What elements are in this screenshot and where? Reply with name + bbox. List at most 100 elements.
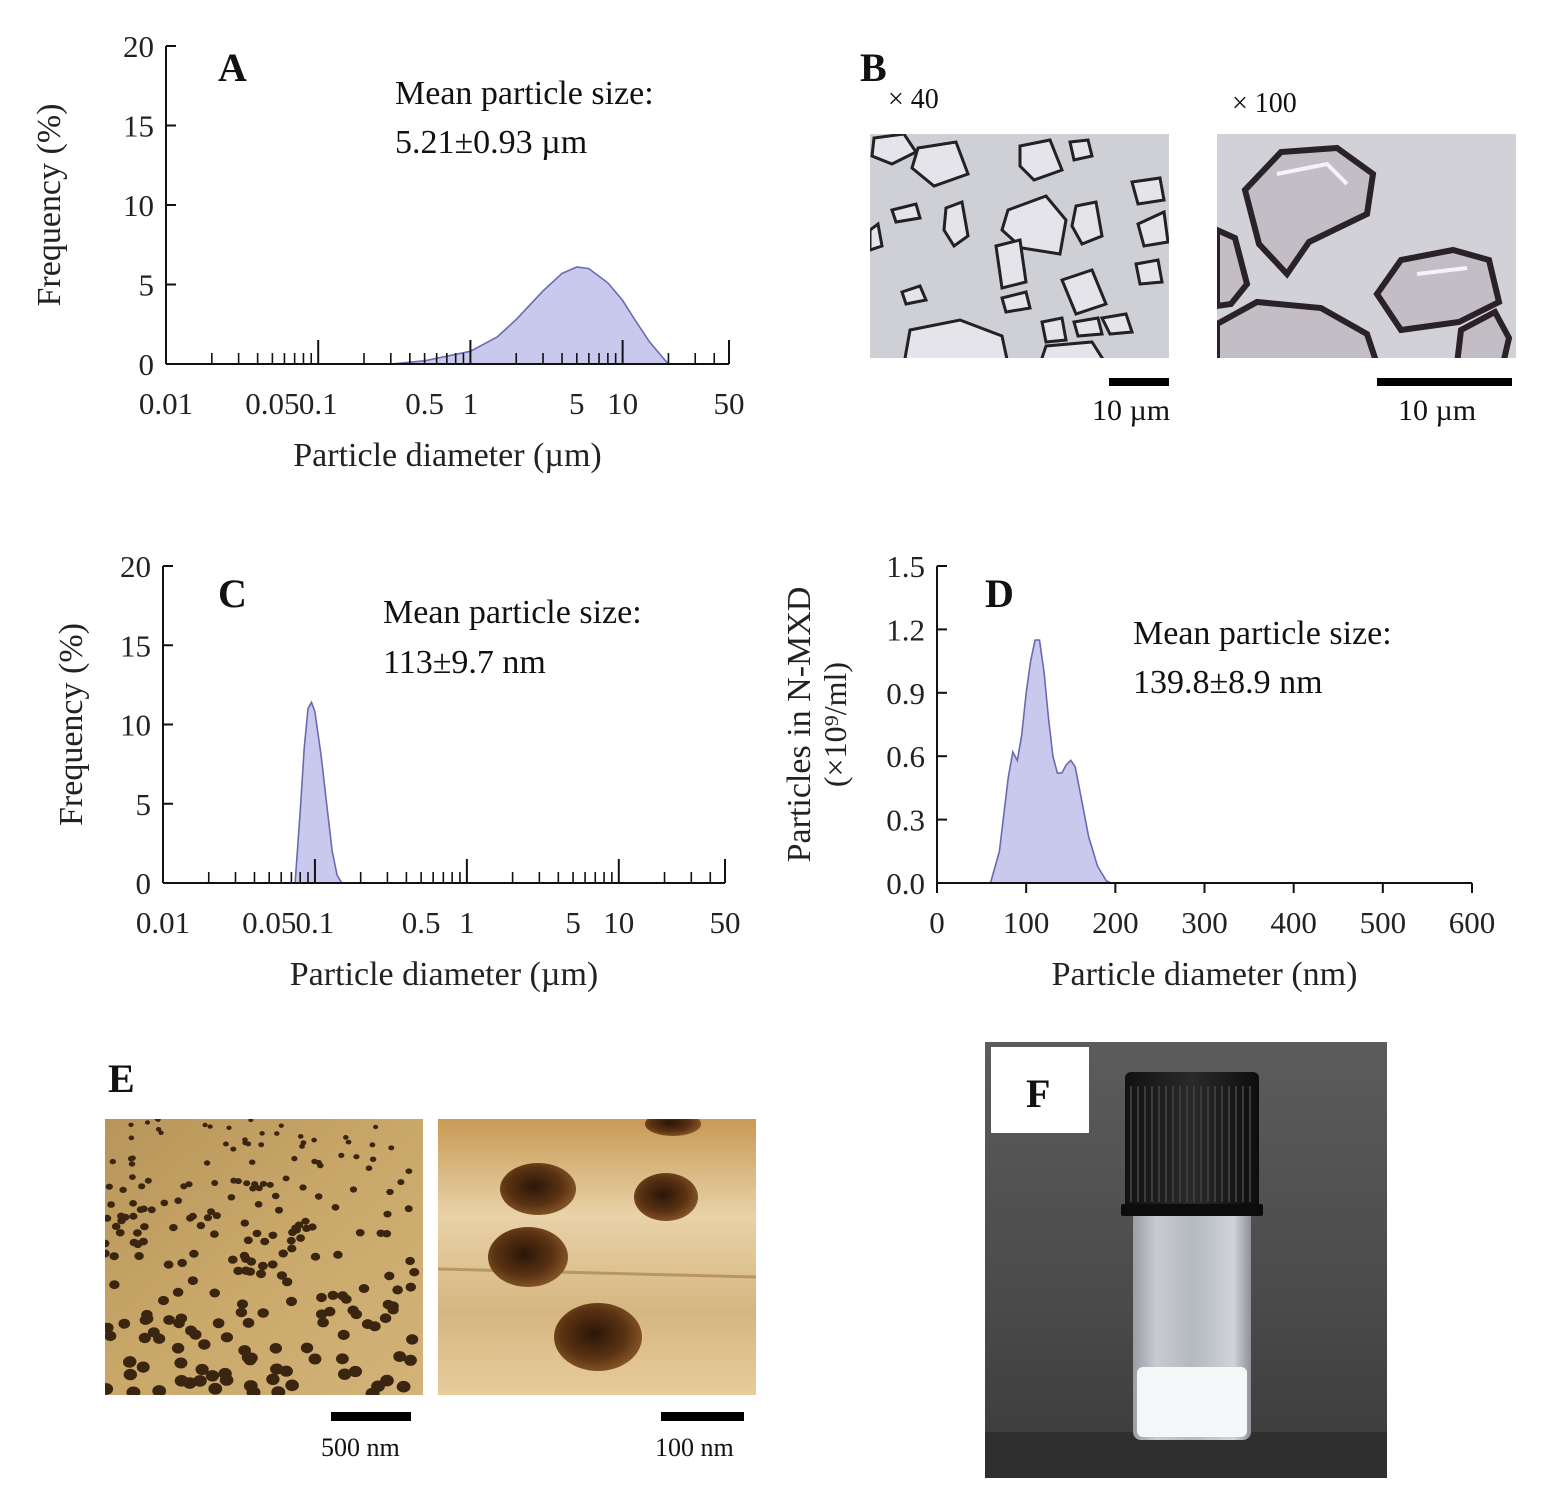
afm-particle xyxy=(254,1201,263,1208)
afm-particle xyxy=(128,1161,136,1167)
afm-particle xyxy=(259,1180,268,1187)
afm-particle xyxy=(299,1143,305,1149)
afm-particle xyxy=(127,1156,135,1162)
afm-particle xyxy=(345,1139,352,1145)
afm-particle xyxy=(258,1142,265,1148)
vial-photo xyxy=(985,1042,1387,1478)
x-tick-label: 600 xyxy=(1449,905,1496,940)
afm-particle xyxy=(227,1194,236,1201)
afm-particle xyxy=(128,1122,134,1127)
y-tick-label: 0.3 xyxy=(886,803,925,838)
annotation-d-line1: Mean particle size: xyxy=(1133,615,1392,652)
afm-particle xyxy=(409,1268,420,1277)
afm-particle xyxy=(129,1238,139,1247)
afm-particle xyxy=(276,1271,287,1280)
afm-particle xyxy=(123,1368,137,1381)
afm-particle xyxy=(256,1269,266,1279)
scale-label-e-left: 500 nm xyxy=(321,1433,400,1462)
afm-particle xyxy=(338,1368,352,1380)
afm-particle xyxy=(317,1162,324,1169)
afm-particle xyxy=(338,1152,345,1158)
afm-particle xyxy=(105,1214,112,1222)
afm-particle xyxy=(257,1308,269,1318)
panel-label-e: E xyxy=(108,1056,135,1101)
afm-particle xyxy=(314,1193,323,1200)
afm-particle xyxy=(286,1296,297,1307)
afm-particle xyxy=(117,1212,126,1220)
annotation-a-line2: 5.21±0.93 µm xyxy=(395,124,588,161)
afm-particle xyxy=(237,1299,248,1309)
magnification-left: × 40 xyxy=(888,84,939,115)
afm-particle xyxy=(105,1383,114,1395)
afm-particle xyxy=(105,1239,110,1248)
afm-particle xyxy=(255,1185,263,1192)
annotation-d-line2: 139.8±8.9 nm xyxy=(1133,664,1323,701)
afm-particle xyxy=(296,1234,305,1242)
afm-particle xyxy=(123,1356,136,1368)
afm-image-500nm xyxy=(105,1119,423,1395)
magnification-right: × 100 xyxy=(1232,88,1297,119)
afm-particle xyxy=(285,1379,299,1392)
x-tick-label: 5 xyxy=(565,905,581,940)
afm-particle xyxy=(187,1276,198,1285)
afm-particle xyxy=(152,1385,167,1395)
afm-particle xyxy=(105,1330,117,1342)
afm-particle xyxy=(155,1119,161,1122)
afm-particle xyxy=(105,1183,113,1190)
afm-particle xyxy=(169,1224,178,1232)
afm-particle xyxy=(193,1375,207,1387)
afm-particle xyxy=(185,1325,197,1336)
y-tick-label: 1.2 xyxy=(886,612,925,647)
afm-particle xyxy=(278,1123,284,1128)
afm-particle xyxy=(242,1317,255,1328)
afm-particle xyxy=(249,1185,257,1192)
afm-particle xyxy=(353,1154,360,1160)
x-tick-label: 50 xyxy=(710,905,741,940)
afm-particle xyxy=(155,1127,162,1132)
afm-particle xyxy=(373,1124,379,1130)
afm-particle xyxy=(111,1222,121,1230)
afm-particle xyxy=(233,1266,244,1276)
y-tick-label: 5 xyxy=(139,268,155,303)
afm-particle xyxy=(240,1266,251,1275)
y-axis-label-unit: (×10⁹/ml) xyxy=(817,662,853,787)
afm-particle xyxy=(405,1282,416,1292)
afm-particle xyxy=(260,1237,270,1246)
scale-bar-b-right xyxy=(1377,378,1512,386)
afm-particle xyxy=(109,1158,116,1165)
afm-particle xyxy=(282,1277,293,1287)
afm-particle xyxy=(240,1219,249,1227)
afm-particle xyxy=(126,1386,141,1395)
afm-particle xyxy=(337,1291,349,1301)
afm-particle xyxy=(234,1178,242,1185)
panel-label-c: C xyxy=(218,571,247,616)
afm-particle xyxy=(188,1212,197,1220)
afm-particle xyxy=(301,1217,310,1225)
afm-particle xyxy=(393,1351,407,1362)
y-tick-label: 0 xyxy=(139,347,155,382)
afm-particle xyxy=(158,1130,164,1136)
x-tick-label: 0.1 xyxy=(296,905,335,940)
afm-particle xyxy=(287,1244,297,1253)
afm-particle xyxy=(172,1287,184,1297)
x-tick-label: 0.5 xyxy=(402,905,441,940)
afm-particle xyxy=(387,1304,399,1315)
series-area xyxy=(294,700,344,884)
afm-particle xyxy=(266,1181,274,1188)
afm-particle xyxy=(223,1141,229,1147)
afm-particle xyxy=(299,1184,307,1191)
y-tick-label: 5 xyxy=(136,787,152,822)
afm-particle xyxy=(249,1159,256,1165)
afm-particle xyxy=(144,1120,151,1125)
afm-particle xyxy=(136,1361,150,1373)
afm-particle xyxy=(239,1251,250,1260)
y-tick-label: 15 xyxy=(123,109,154,144)
afm-particle xyxy=(268,1231,278,1239)
afm-particle xyxy=(228,1255,238,1264)
afm-particle xyxy=(274,1131,280,1136)
y-tick-label: 10 xyxy=(123,188,154,223)
x-tick-label: 0.01 xyxy=(136,905,190,940)
afm-particle xyxy=(235,1307,248,1318)
afm-particle xyxy=(365,1387,380,1395)
x-tick-label: 0.01 xyxy=(139,386,193,421)
